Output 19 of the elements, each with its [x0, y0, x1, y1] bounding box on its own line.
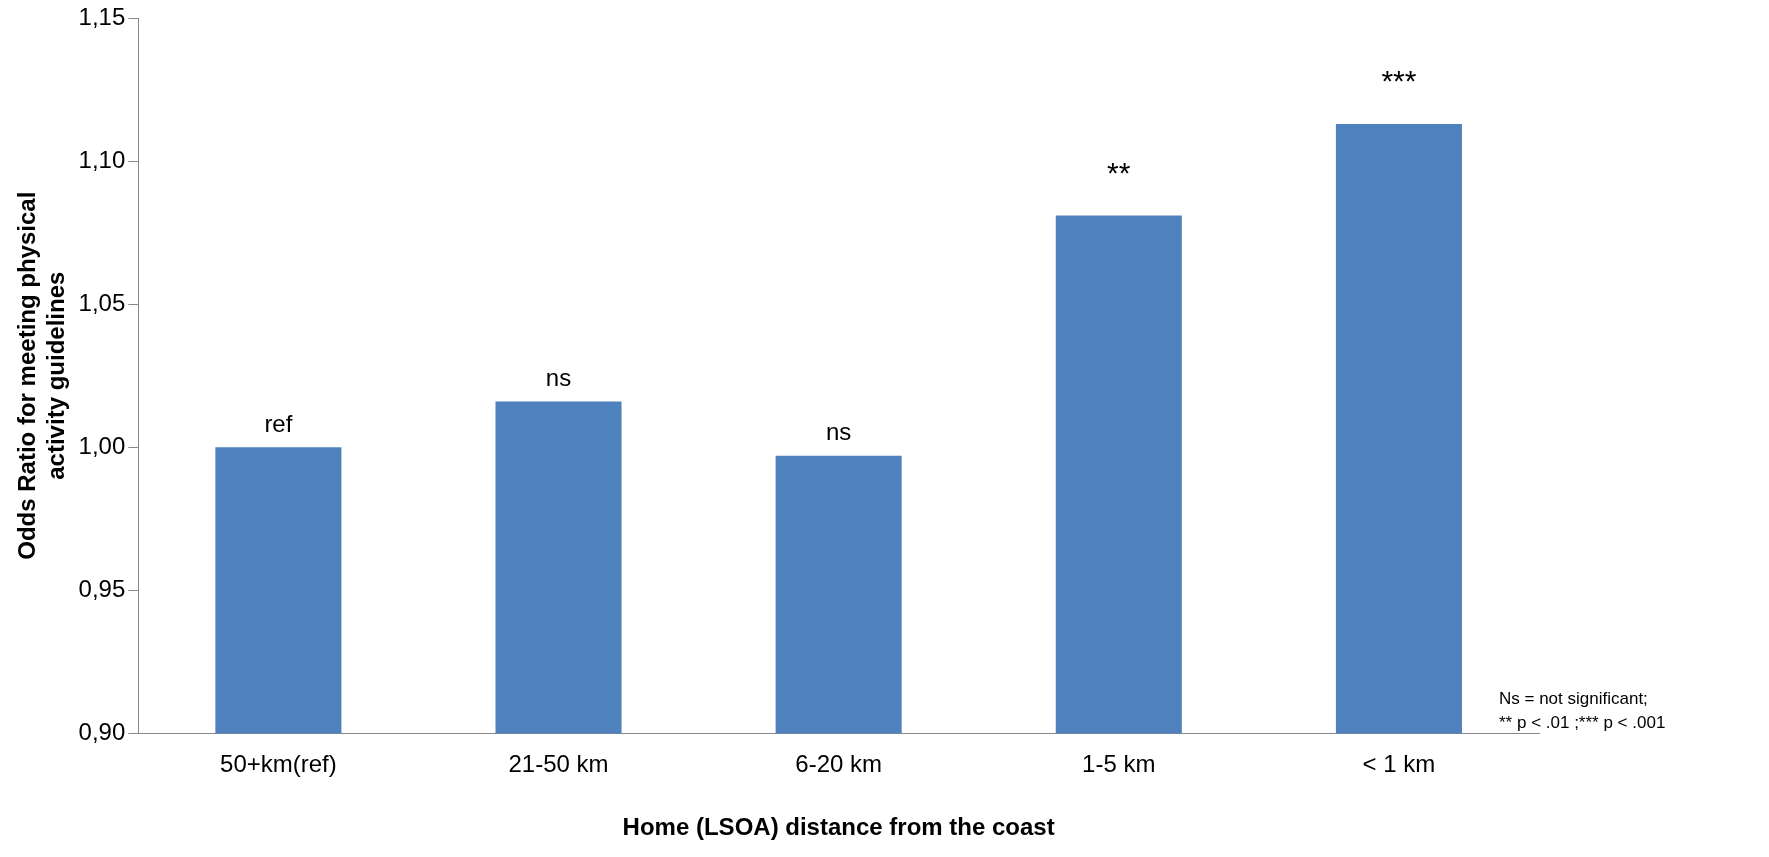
- x-tick-label: 21-50 km: [508, 750, 609, 778]
- annotation: ns: [825, 418, 852, 446]
- annotation: ns: [545, 364, 572, 392]
- y-tick-label: 0,95: [78, 574, 126, 602]
- y-tick-label: 1,15: [78, 2, 126, 30]
- y-tick-label: 0,90: [78, 718, 126, 746]
- annotation: Ns = not significant; ** p < .01 ;*** p < .001: [1499, 688, 1666, 732]
- y-tick-label: 1,10: [78, 145, 126, 173]
- annotation: ref: [264, 409, 293, 437]
- x-axis-title: Home (LSOA) distance from the coast: [622, 813, 1055, 841]
- annotation: ***: [1381, 64, 1417, 98]
- y-axis-title: Odds Ratio for meeting physical activity guidelines: [13, 191, 69, 560]
- y-tick-label: 1,00: [78, 431, 126, 459]
- x-tick-label: 50+km(ref): [220, 750, 337, 778]
- annotation: **: [1107, 155, 1131, 189]
- x-tick-label: < 1 km: [1362, 750, 1436, 778]
- x-tick-label: 1-5 km: [1082, 750, 1156, 778]
- y-tick-label: 1,05: [78, 288, 126, 316]
- x-tick-label: 6-20 km: [795, 750, 883, 778]
